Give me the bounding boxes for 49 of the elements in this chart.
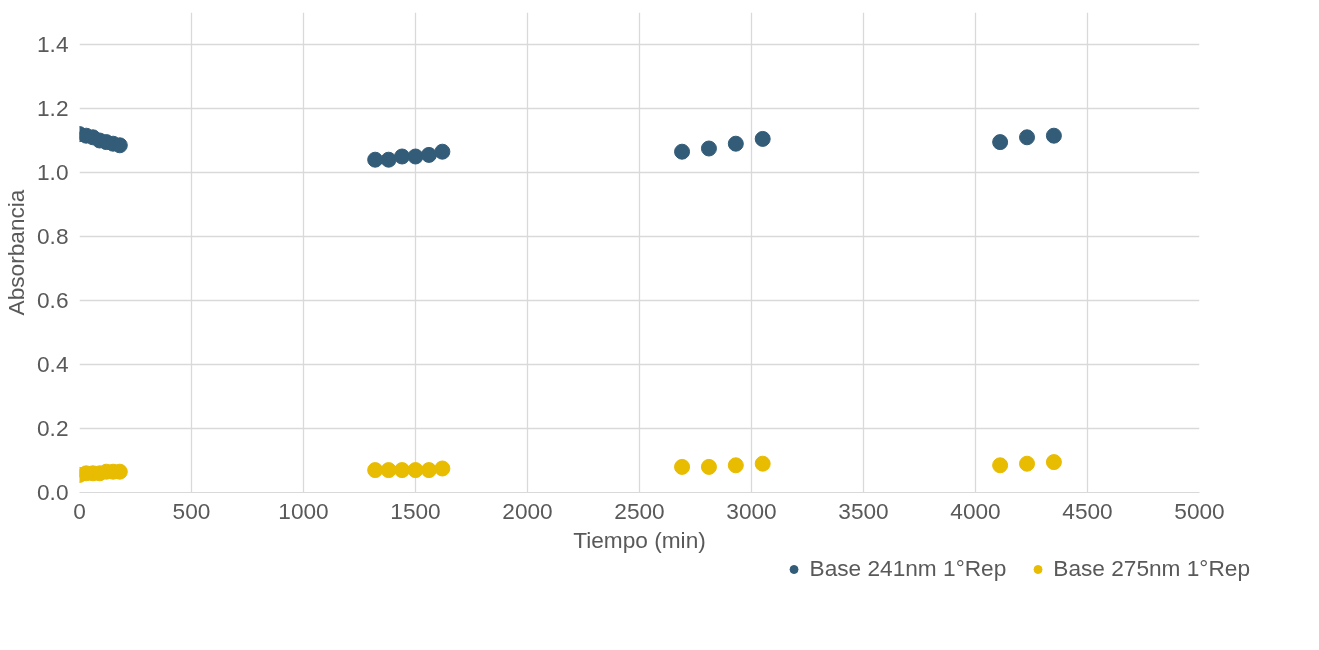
point [727, 135, 744, 152]
legend-label: Base 275nm 1°Rep [1053, 555, 1250, 582]
point [992, 457, 1009, 474]
x-tick-label: 2000 [502, 497, 553, 524]
x-tick-label: 4500 [1062, 497, 1113, 524]
point [700, 458, 717, 475]
y-tick-label: 0.0 [37, 479, 69, 505]
point [407, 148, 424, 165]
point [380, 462, 397, 479]
point [727, 457, 744, 474]
y-tick-label: 0.4 [37, 351, 69, 377]
x-tick-label: 3500 [838, 497, 889, 524]
point [1045, 127, 1062, 144]
x-tick-label: 0 [73, 497, 86, 524]
y-tick-label: 0.2 [37, 415, 69, 441]
point [394, 148, 411, 165]
point [1045, 454, 1062, 471]
point [674, 458, 691, 475]
point [1019, 129, 1036, 146]
point [367, 462, 384, 479]
point [754, 130, 771, 147]
y-axis-title: Absorbancia [3, 189, 29, 316]
x-tick-label: 1500 [390, 497, 441, 524]
y-tick-label: 0.6 [37, 287, 69, 313]
y-tick-label: 1.4 [37, 31, 69, 57]
point [674, 143, 691, 160]
x-tick-label: 5000 [1174, 497, 1225, 524]
point [992, 134, 1009, 151]
point [1019, 455, 1036, 472]
x-tick-label: 500 [172, 497, 211, 524]
point [754, 455, 771, 472]
point [367, 151, 384, 168]
x-tick-label: 3000 [726, 497, 777, 524]
point [420, 462, 437, 479]
point [700, 140, 717, 157]
legend-label: Base 241nm 1°Rep [809, 555, 1007, 582]
y-tick-label: 1.0 [37, 159, 69, 185]
point [434, 460, 451, 477]
x-tick-label: 2500 [614, 497, 665, 524]
point [407, 462, 424, 479]
x-axis-title: Tiempo (min) [573, 526, 706, 553]
x-tick-label: 4000 [950, 497, 1001, 524]
y-tick-label: 0.8 [37, 223, 69, 249]
point [380, 151, 397, 168]
point [394, 462, 411, 479]
y-tick-label: 1.2 [37, 95, 69, 121]
x-tick-label: 1000 [278, 497, 329, 524]
point [434, 143, 451, 160]
point [420, 146, 437, 163]
